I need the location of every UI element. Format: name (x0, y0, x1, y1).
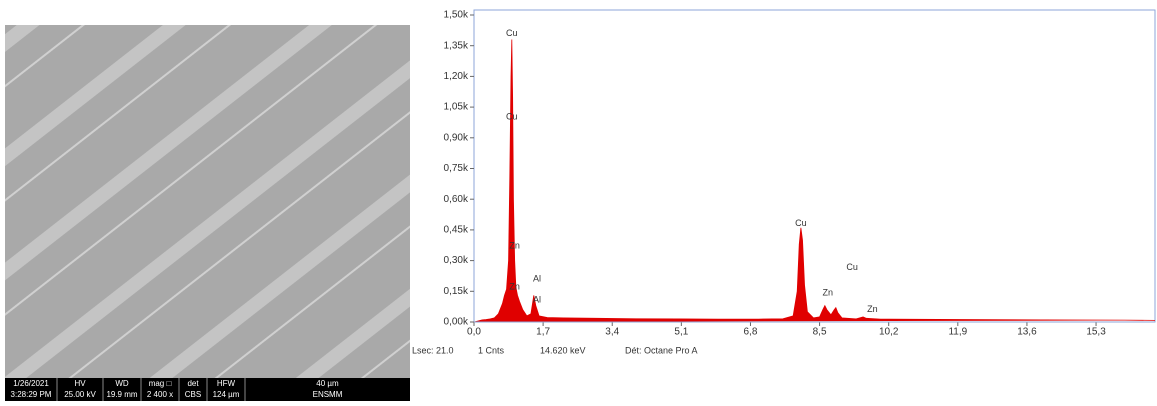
spectrum-chart: 0,00k 0,15k 0,30k 0,45k 0,60k 0,75k 0,90k 1,05k… (444, 9, 1156, 338)
footer-text: Dét: Octane Pro A (625, 345, 698, 355)
x-tick-label: 11,9 (948, 327, 967, 338)
peak-label: Zn (509, 241, 520, 251)
x-tick-label: 5,1 (674, 327, 688, 338)
info-bar: 1/26/2021 3:28:29 PM HV 25.00 kV WD 19.9 mm ma… (5, 378, 410, 401)
peak-label: Zn (509, 282, 520, 292)
info-text: mag □ (149, 379, 172, 388)
x-tick-label: 0,0 (467, 327, 481, 338)
info-text: CBS (185, 390, 201, 399)
peak-label: Cu (506, 112, 518, 122)
y-tick-label: 0,60k (444, 194, 469, 205)
x-tick-label: 8,5 (813, 327, 827, 338)
info-text: 3:28:29 PM (11, 390, 52, 399)
info-text: 25.00 kV (64, 390, 96, 399)
peak-label: Zn (822, 287, 833, 297)
x-tick-label: 1,7 (536, 327, 550, 338)
footer-text: 14.620 keV (540, 345, 586, 355)
y-tick-label: 0,15k (444, 286, 469, 297)
peak-label: Al (533, 294, 541, 304)
plot-frame (473, 9, 1156, 323)
info-text: det (187, 379, 199, 388)
micrograph: 1/26/2021 3:28:29 PM HV 25.00 kV WD 19.9 mm ma… (5, 25, 410, 401)
info-text: ENSMM (313, 390, 343, 399)
footer-text: Lsec: 21.0 (412, 345, 454, 355)
y-tick-label: 0,90k (444, 132, 469, 143)
y-tick-label: 0,00k (444, 317, 469, 328)
info-text: WD (115, 379, 129, 388)
peak-label: Cu (846, 262, 858, 272)
y-tick-label: 0,45k (444, 225, 469, 236)
y-tick-label: 1,35k (444, 40, 469, 51)
info-text: HFW (217, 379, 236, 388)
y-tick-label: 1,50k (444, 10, 469, 21)
peak-label: Zn (867, 304, 878, 314)
sem-image (5, 25, 410, 378)
y-tick-label: 0,75k (444, 163, 469, 174)
y-tick-label: 1,20k (444, 71, 469, 82)
y-tick-label: 0,30k (444, 255, 469, 266)
info-text: HV (74, 379, 86, 388)
peak-label: Cu (795, 218, 807, 228)
info-text: 40 µm (316, 379, 339, 388)
peak-label: Cu (506, 28, 518, 38)
info-text: 2 400 x (147, 390, 173, 399)
info-text: 1/26/2021 (13, 379, 49, 388)
x-tick-label: 13,6 (1017, 327, 1037, 338)
info-text: 124 µm (213, 390, 240, 399)
info-text: 19.9 mm (106, 390, 137, 399)
footer-text: 1 Cnts (478, 345, 505, 355)
x-tick-label: 10,2 (879, 327, 899, 338)
peak-label: Al (533, 273, 541, 283)
x-tick-label: 15,3 (1086, 327, 1106, 338)
y-tick-label: 1,05k (444, 102, 469, 113)
spectrum (473, 39, 1156, 323)
x-tick-label: 6,8 (744, 327, 758, 338)
x-tick-label: 3,4 (605, 327, 619, 338)
